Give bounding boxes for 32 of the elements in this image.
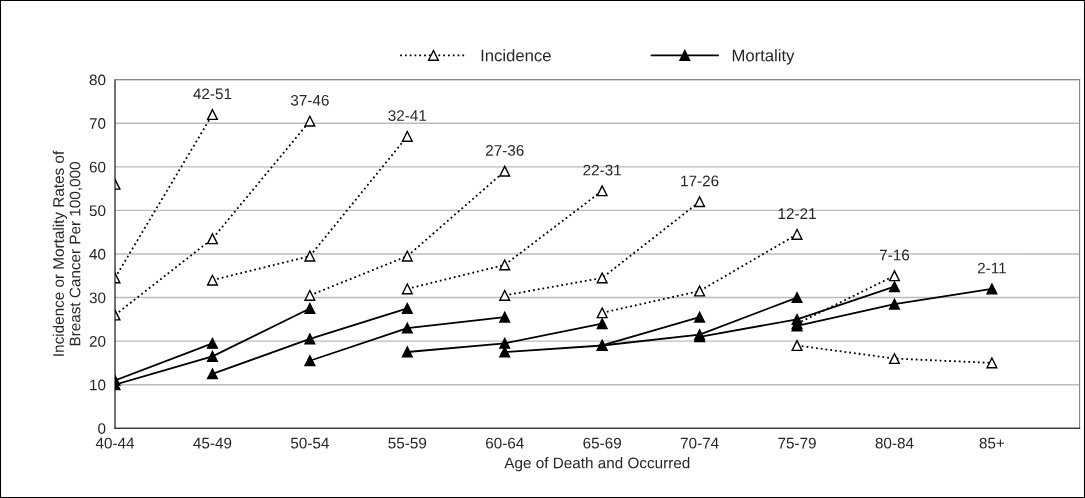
annotation: 42-51 [193, 88, 232, 100]
x-tick-label: 65-69 [583, 437, 621, 449]
y-tick-label: 40 [89, 248, 106, 260]
legend-label: Mortality [732, 49, 795, 65]
y-tick-label: 20 [89, 336, 106, 347]
x-tick-label: 70-74 [680, 437, 719, 449]
x-tick-label: 75-79 [778, 437, 816, 449]
y-axis-title: Incidence or Mortality Rates of Breast Cancer Per 100,000 [52, 150, 83, 356]
y-tick-label: 60 [89, 161, 106, 173]
y-tick-label: 10 [90, 379, 106, 391]
x-tick-label: 55-59 [388, 437, 427, 449]
annotation: 17-26 [681, 175, 719, 187]
annotation: 27-36 [485, 145, 524, 156]
annotation: 22-31 [583, 164, 621, 176]
y-tick-label: 50 [89, 205, 106, 217]
x-tick-label: 85+ [979, 437, 1005, 449]
annotation: 7-16 [879, 249, 910, 261]
y-tick-label: 0 [98, 423, 106, 434]
annotation: 12-21 [778, 208, 816, 219]
x-tick-label: 60-64 [485, 437, 524, 449]
annotation: 32-41 [388, 110, 427, 121]
y-tick-label: 70 [89, 118, 106, 129]
x-tick-label: 40-44 [95, 437, 135, 449]
x-tick-label: 80-84 [875, 437, 914, 449]
annotation: 2-11 [977, 262, 1006, 274]
x-axis-title: Age of Death and Occurred [504, 457, 690, 472]
x-tick-label: 45-49 [193, 437, 232, 449]
x-tick-label: 50-54 [290, 437, 329, 449]
legend-label: Incidence [481, 49, 551, 62]
y-tick-label: 80 [89, 74, 106, 86]
annotation: 37-46 [290, 94, 329, 106]
y-tick-label: 30 [89, 292, 106, 304]
